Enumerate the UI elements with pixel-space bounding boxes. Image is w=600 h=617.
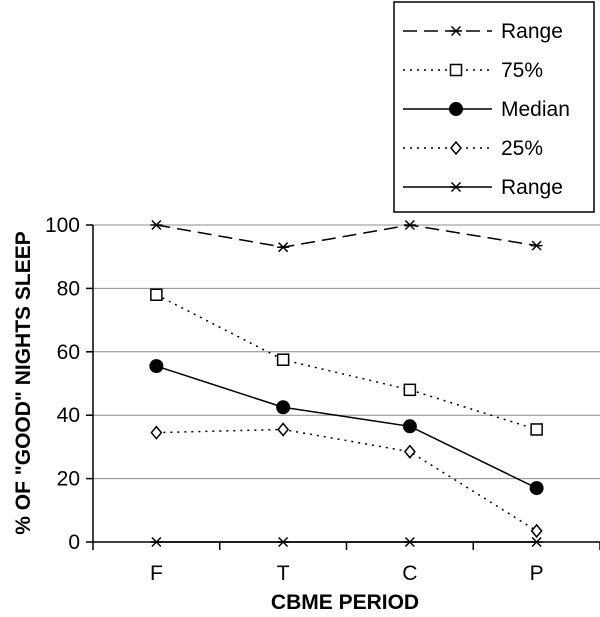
legend: Range 75% Median 25% Range <box>393 1 595 213</box>
diamond-marker <box>530 523 543 539</box>
square-marker <box>530 423 543 436</box>
y-tick-label: 0 <box>68 531 80 554</box>
legend-item: Range <box>403 176 563 199</box>
diamond-marker <box>450 140 462 156</box>
axes <box>92 225 600 543</box>
gridlines <box>93 224 600 480</box>
y-ticks: 0 20 40 60 80 100 <box>45 214 93 554</box>
series-1 <box>150 288 543 436</box>
star-marker <box>403 536 416 548</box>
legend-label: 75% <box>501 59 543 82</box>
series-0 <box>150 219 543 253</box>
diamond-marker <box>150 425 163 440</box>
x-tick-label: P <box>530 562 544 585</box>
legend-item: 25% <box>403 137 543 160</box>
square-marker <box>276 353 290 366</box>
star-marker <box>403 219 416 231</box>
series-line <box>156 224 537 248</box>
x-tick-label: T <box>277 562 290 585</box>
legend-item: 75% <box>403 59 543 82</box>
series-2 <box>149 359 544 496</box>
legend-label: 25% <box>501 137 543 160</box>
star-marker <box>150 536 163 548</box>
legend-box <box>393 1 595 213</box>
x-axis-title: CBME PERIOD <box>271 591 419 614</box>
y-tick-label: 20 <box>57 468 80 491</box>
y-tick-label: 40 <box>57 404 80 427</box>
star-marker <box>530 536 543 548</box>
series-line <box>156 428 538 532</box>
series-3 <box>150 422 543 539</box>
legend-label: Range <box>501 20 563 43</box>
diamond-marker <box>277 422 290 437</box>
square-marker <box>449 63 463 77</box>
legend-item: Range <box>403 20 563 43</box>
square-marker <box>150 288 163 301</box>
y-tick-label: 60 <box>57 341 80 364</box>
series-4 <box>150 536 543 548</box>
series-line <box>156 294 537 431</box>
star-marker <box>150 219 163 231</box>
circle-marker <box>529 481 544 496</box>
series-layer <box>149 219 544 548</box>
star-marker <box>450 25 462 37</box>
series-line <box>156 365 537 489</box>
star-marker <box>530 240 543 251</box>
circle-marker <box>276 400 291 415</box>
x-tick-label: F <box>150 562 163 585</box>
circle-marker <box>402 419 417 434</box>
square-marker <box>403 383 417 397</box>
y-axis-title: % OF "GOOD" NIGHTS SLEEP <box>12 231 35 534</box>
star-marker <box>277 242 290 253</box>
diamond-marker <box>403 444 416 459</box>
circle-marker <box>449 102 463 116</box>
y-tick-label: 100 <box>45 214 80 237</box>
legend-label: Median <box>501 98 570 121</box>
legend-label: Range <box>501 176 563 199</box>
x-tick-label: C <box>402 562 417 585</box>
legend-item: Median <box>403 98 570 121</box>
star-marker <box>450 181 462 193</box>
y-tick-label: 80 <box>57 277 80 300</box>
circle-marker <box>149 359 164 374</box>
star-marker <box>277 536 290 548</box>
